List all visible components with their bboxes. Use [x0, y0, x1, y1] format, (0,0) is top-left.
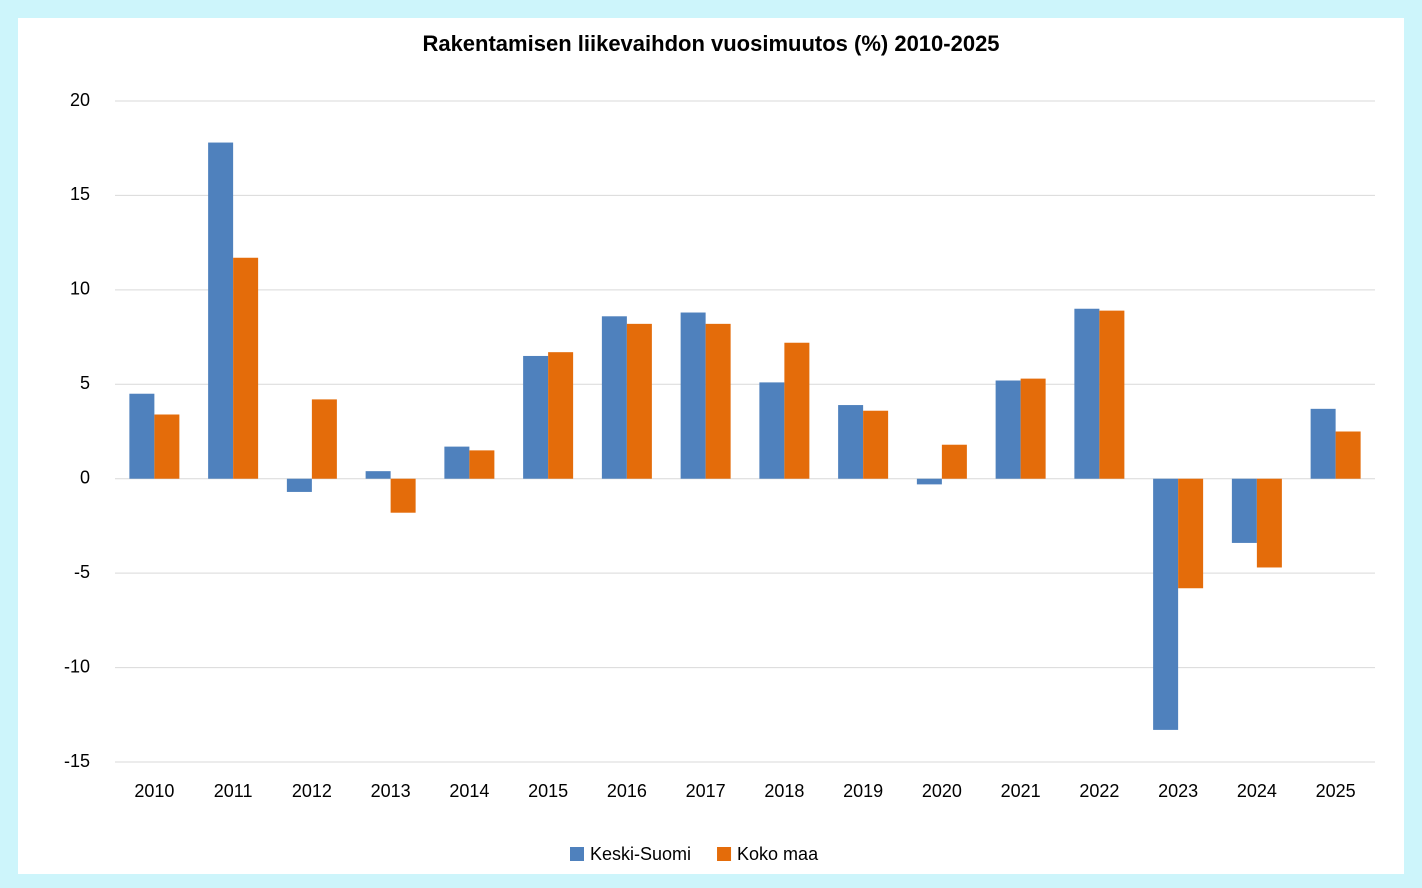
x-tick-label: 2016	[607, 781, 647, 801]
x-tick-label: 2020	[922, 781, 962, 801]
y-tick-label: -15	[64, 751, 90, 771]
legend-label: Koko maa	[737, 844, 819, 864]
bar	[1256, 478, 1282, 568]
bar	[365, 471, 391, 479]
chart-title: Rakentamisen liikevaihdon vuosimuutos (%…	[422, 31, 999, 56]
x-tick-label: 2024	[1237, 781, 1277, 801]
bar	[1335, 431, 1361, 479]
x-tick-label: 2014	[449, 781, 489, 801]
y-tick-label: 20	[70, 90, 90, 110]
bar	[601, 316, 627, 479]
bar	[626, 323, 652, 479]
bar	[784, 342, 810, 479]
legend-swatch	[717, 847, 732, 861]
bar	[863, 410, 889, 479]
x-tick-label: 2025	[1316, 781, 1356, 801]
y-tick-label: 5	[80, 373, 90, 393]
x-tick-label: 2017	[686, 781, 726, 801]
bar	[233, 257, 259, 479]
legend-label: Keski-Suomi	[590, 844, 691, 864]
x-tick-label: 2019	[843, 781, 883, 801]
x-tick-label: 2013	[371, 781, 411, 801]
y-tick-label: 15	[70, 184, 90, 204]
x-tick-label: 2018	[764, 781, 804, 801]
bar	[680, 312, 706, 479]
x-tick-label: 2012	[292, 781, 332, 801]
x-tick-label: 2023	[1158, 781, 1198, 801]
bar	[1020, 378, 1046, 479]
bar	[469, 450, 495, 479]
y-tick-label: -10	[64, 656, 90, 676]
bar	[129, 393, 155, 479]
bar	[916, 478, 942, 485]
bar	[941, 444, 967, 479]
bar	[1178, 478, 1204, 589]
bar	[390, 478, 416, 513]
bar	[154, 414, 180, 479]
x-tick-label: 2011	[214, 781, 253, 801]
y-tick-label: -5	[74, 562, 90, 582]
bar	[523, 355, 549, 479]
bar	[208, 142, 234, 479]
bar	[705, 323, 731, 479]
bar	[311, 399, 337, 479]
bar	[548, 352, 574, 479]
bar	[1099, 310, 1125, 479]
x-tick-label: 2010	[134, 781, 174, 801]
y-tick-label: 0	[80, 467, 90, 487]
bar	[838, 405, 864, 479]
bar	[444, 446, 470, 479]
bar	[286, 478, 312, 492]
bar	[759, 382, 785, 479]
bar	[1310, 408, 1336, 479]
x-tick-label: 2015	[528, 781, 568, 801]
bar	[995, 380, 1021, 479]
bar	[1153, 478, 1179, 730]
bar	[1231, 478, 1257, 543]
legend-swatch	[570, 847, 584, 861]
bar	[1074, 308, 1100, 479]
x-tick-label: 2022	[1079, 781, 1119, 801]
y-tick-label: 10	[70, 279, 90, 299]
x-tick-label: 2021	[1001, 781, 1041, 801]
